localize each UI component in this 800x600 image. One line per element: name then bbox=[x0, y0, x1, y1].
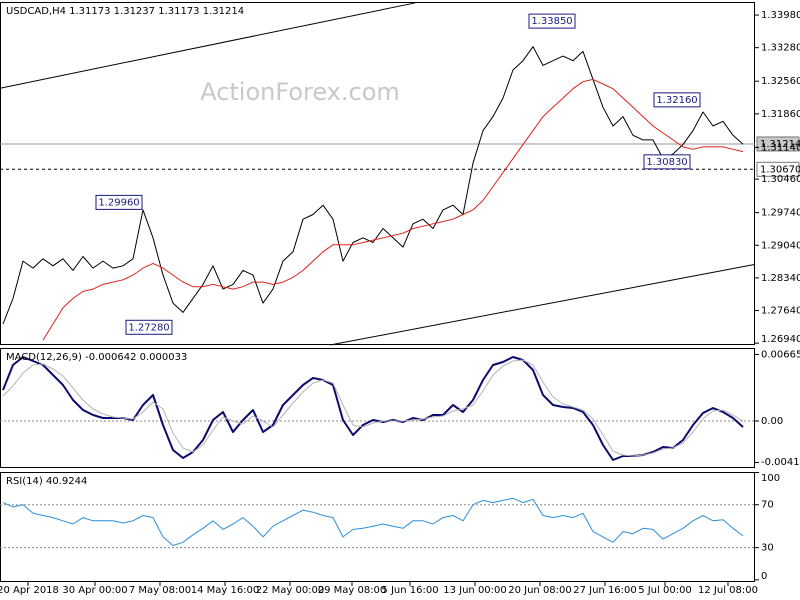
price-label: 1.31214 bbox=[760, 139, 800, 150]
panel-frame bbox=[0, 348, 755, 468]
price-label-box bbox=[756, 136, 800, 152]
annotation-box bbox=[643, 154, 691, 170]
y-tick-label: 1.33980 bbox=[761, 10, 800, 21]
y-tick-label: -0.004145 bbox=[761, 457, 800, 468]
y-tick-label: 30 bbox=[761, 543, 774, 554]
annotation-box bbox=[653, 92, 701, 108]
annotation-label: 1.27280 bbox=[128, 322, 169, 333]
y-tick-label: 0.006651 bbox=[761, 349, 800, 360]
x-tick-label: 12 Jul 08:00 bbox=[698, 585, 758, 596]
y-tick-label: 1.31860 bbox=[761, 109, 800, 120]
x-tick-label: 7 May 08:00 bbox=[129, 585, 191, 596]
panel-frame bbox=[0, 2, 755, 345]
x-tick-label: 22 May 00:00 bbox=[256, 585, 325, 596]
trendline bbox=[329, 263, 756, 346]
annotation-box bbox=[95, 194, 143, 210]
y-tick-label: 1.29040 bbox=[761, 240, 800, 251]
watermark: ActionForex.com bbox=[200, 78, 400, 106]
y-tick-label: 1.32560 bbox=[761, 76, 800, 87]
annotation-label: 1.33850 bbox=[531, 16, 572, 27]
series-line bbox=[2, 359, 744, 457]
y-tick-label: 1.26940 bbox=[761, 334, 800, 345]
annotation-box bbox=[528, 13, 576, 29]
x-tick-label: 5 Jun 16:00 bbox=[381, 585, 438, 596]
x-tick-label: 30 Apr 00:00 bbox=[62, 585, 127, 596]
series-line bbox=[2, 46, 744, 325]
panel-frame bbox=[0, 472, 755, 582]
y-tick-label: 1.31140 bbox=[761, 142, 800, 153]
annotation-label: 1.32160 bbox=[656, 95, 697, 106]
annotation-label: 1.29960 bbox=[98, 197, 139, 208]
x-tick-label: 20 Jun 08:00 bbox=[508, 585, 572, 596]
x-tick-label: 20 Apr 2018 bbox=[0, 585, 59, 596]
y-tick-label: 100 bbox=[761, 473, 780, 484]
y-tick-label: 70 bbox=[761, 500, 774, 511]
series-line bbox=[42, 78, 744, 341]
y-tick-label: 1.27640 bbox=[761, 306, 800, 317]
x-tick-label: 27 Jun 16:00 bbox=[573, 585, 637, 596]
panel-title: RSI(14) 40.9244 bbox=[6, 476, 87, 487]
x-tick-label: 5 Jul 00:00 bbox=[638, 585, 692, 596]
x-tick-label: 29 May 08:00 bbox=[318, 585, 387, 596]
y-tick-label: 1.30460 bbox=[761, 174, 800, 185]
panel-title: MACD(12,26,9) -0.000642 0.000033 bbox=[6, 352, 187, 363]
price-label-box bbox=[756, 161, 800, 177]
y-tick-label: 0 bbox=[761, 571, 767, 582]
x-tick-label: 14 May 16:00 bbox=[191, 585, 260, 596]
trendline bbox=[0, 2, 416, 89]
y-tick-label: 1.28340 bbox=[761, 273, 800, 284]
y-tick-label: 1.29740 bbox=[761, 208, 800, 219]
y-tick-label: 0.00 bbox=[761, 416, 783, 427]
y-tick-label: 1.33280 bbox=[761, 43, 800, 54]
annotation-box bbox=[125, 319, 173, 335]
price-label: 1.30670 bbox=[760, 164, 800, 175]
x-tick-label: 13 Jun 00:00 bbox=[443, 585, 507, 596]
series-line bbox=[2, 497, 744, 546]
annotation-label: 1.30830 bbox=[646, 157, 687, 168]
panel-title: USDCAD,H4 1.31173 1.31237 1.31173 1.3121… bbox=[6, 6, 244, 17]
